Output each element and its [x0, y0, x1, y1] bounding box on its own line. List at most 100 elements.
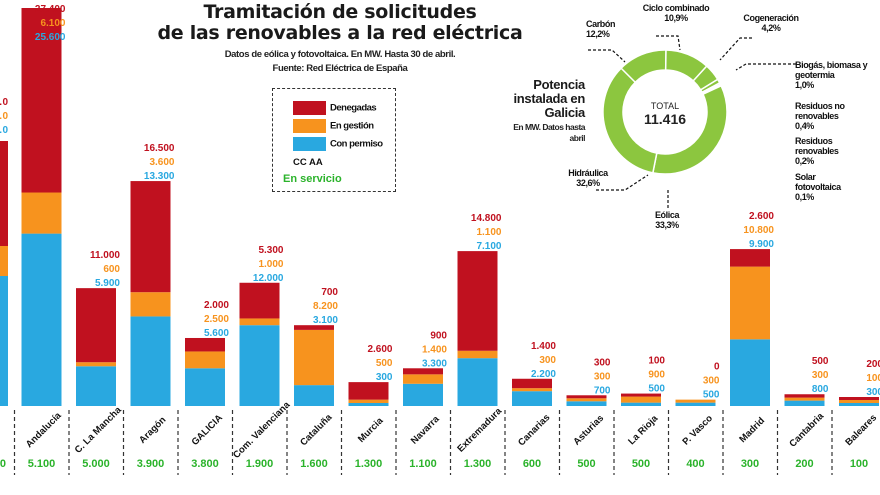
- donut-label-solar: Solar fotovoltaica 0,1%: [795, 172, 841, 202]
- chart-title: Tramitación de solicitudes de las renova…: [150, 2, 530, 44]
- en-servicio-value: 100: [850, 458, 868, 470]
- category-label: Cantabria: [787, 410, 826, 449]
- bar-value-label: 1.400: [422, 344, 447, 355]
- bar-value-label: 2.600: [367, 344, 392, 355]
- en-servicio-value: 1.900: [246, 458, 274, 470]
- bar-value-label: 300: [594, 357, 611, 368]
- category-label: Extremadura: [455, 405, 504, 454]
- bar-segment-denegadas: [784, 394, 825, 398]
- category-label: P. Vasco: [680, 413, 715, 448]
- category-label: Baleares: [843, 412, 879, 448]
- bar-segment-con-permiso: [21, 233, 62, 406]
- bar-segment-denegadas: [621, 393, 661, 397]
- bar-segment-en-gestión: [566, 398, 607, 402]
- donut-label-eolica: Eólica 33,3%: [654, 210, 680, 230]
- bar-segment-en-gestión: [294, 329, 334, 386]
- bar-segment-en-gestión: [130, 292, 171, 317]
- en-servicio-value: 600: [523, 458, 541, 470]
- bar-segment-denegadas: [239, 282, 280, 319]
- bar-segment-con-permiso: [621, 402, 661, 406]
- donut-label-biogas: Biogás, biomasa y geotermia 1,0%: [795, 60, 868, 90]
- title-line-2: de las renovables a la red eléctrica: [157, 22, 523, 44]
- category-label: Murcia: [356, 415, 386, 445]
- bar-value-label: 6.100: [40, 18, 65, 29]
- bar-segment: [0, 246, 8, 276]
- bar-segment-denegadas: [21, 8, 62, 193]
- donut-leader-line: [596, 174, 649, 191]
- bar-segment-con-permiso: [675, 402, 716, 406]
- bar-value-label: …0: [0, 111, 8, 122]
- bar-value-label: 2.200: [531, 369, 556, 380]
- bar-value-label: 1.000: [258, 259, 283, 270]
- bar-value-label: 3.600: [149, 157, 174, 168]
- bar-segment-en-gestión: [512, 388, 552, 392]
- bar-segment-en-gestión: [348, 399, 389, 403]
- bar-value-label: 500: [648, 384, 665, 395]
- bar-value-label: 700: [321, 287, 338, 298]
- bar-segment-en-gestión: [839, 400, 879, 403]
- bar-segment-en-gestión: [457, 350, 498, 359]
- en-servicio-value: 3.900: [137, 458, 165, 470]
- en-servicio-value: 500: [577, 458, 595, 470]
- donut-title: Potencia instalada en Galicia: [513, 77, 585, 120]
- category-label: C. La Mancha: [73, 404, 125, 456]
- bar-value-label: 300: [594, 371, 611, 382]
- donut-total-value: 11.416: [644, 111, 686, 127]
- bar-segment-en-gestión: [675, 399, 716, 403]
- bar-value-label: 2.600: [749, 211, 774, 222]
- category-label: Asturias: [571, 413, 606, 448]
- bar-value-label: 300: [539, 355, 556, 366]
- category-label: Madrid: [737, 415, 767, 445]
- bar-value-label: 300: [866, 387, 880, 398]
- category-label: Aragón: [137, 414, 168, 445]
- category-label: GALICIA: [190, 412, 225, 447]
- donut-label-carbon: Carbón 12,2%: [586, 19, 616, 39]
- bar-segment-denegadas: [403, 368, 443, 375]
- bar-segment-con-permiso: [185, 368, 225, 406]
- donut-label-hidraulica: Hidráulica 32,6%: [568, 168, 608, 188]
- bar-value-label: …0: [0, 97, 8, 108]
- en-servicio-value: 1.300: [464, 458, 492, 470]
- bar-segment: [0, 276, 8, 406]
- bar-segment-denegadas: [130, 181, 171, 293]
- en-servicio-value: 400: [686, 458, 704, 470]
- en-servicio-value: 1.100: [409, 458, 437, 470]
- category-label: Cataluña: [298, 412, 335, 449]
- subtitle-source: Fuente: Red Eléctrica de España: [272, 63, 408, 74]
- bar-segment-denegadas: [294, 325, 334, 330]
- bar-segment-denegadas: [348, 382, 389, 400]
- en-servicio-value: 3.800: [191, 458, 219, 470]
- legend-label: Con permiso: [330, 138, 383, 150]
- legend-item-en-gestion: En gestión: [293, 119, 374, 133]
- bar-segment-con-permiso: [403, 383, 443, 406]
- donut-leader-line: [588, 49, 626, 63]
- bar-segment-con-permiso: [784, 400, 825, 406]
- bar-segment-con-permiso: [76, 366, 116, 406]
- bar-value-label: …0: [0, 125, 8, 136]
- bar-segment-con-permiso: [566, 401, 607, 406]
- bar-segment-denegadas: [839, 397, 879, 400]
- bar-value-label: 9.900: [749, 239, 774, 250]
- bar-value-label: 100: [648, 356, 665, 367]
- category-label: Canarias: [516, 412, 552, 448]
- en-servicio-value: 5.000: [82, 458, 110, 470]
- bar-value-label: 3.300: [422, 358, 447, 369]
- legend-item-con-permiso: Con permiso: [293, 137, 383, 151]
- bar-value-label: 300: [812, 370, 829, 381]
- bar-value-label: 25.600: [35, 32, 66, 43]
- bar-value-label: 700: [594, 385, 611, 396]
- bar-segment-en-gestión: [21, 192, 62, 234]
- legend-en-servicio: En servicio: [283, 173, 342, 185]
- bar-value-label: 5.900: [95, 278, 120, 289]
- donut-leader-line: [735, 63, 796, 71]
- value-labels-layer: …0…0…0n…027.4006.10025.600Andalucía5.100…: [0, 4, 880, 470]
- legend: Denegadas En gestión Con permiso CC AA E…: [272, 88, 396, 192]
- legend-swatch-con-permiso: [293, 137, 326, 151]
- legend-swatch-en-gestion: [293, 119, 326, 133]
- legend-label: Denegadas: [330, 102, 377, 114]
- bar-value-label: 900: [648, 370, 665, 381]
- bar-value-label: 13.300: [144, 171, 175, 182]
- bar-segment-denegadas: [566, 395, 607, 399]
